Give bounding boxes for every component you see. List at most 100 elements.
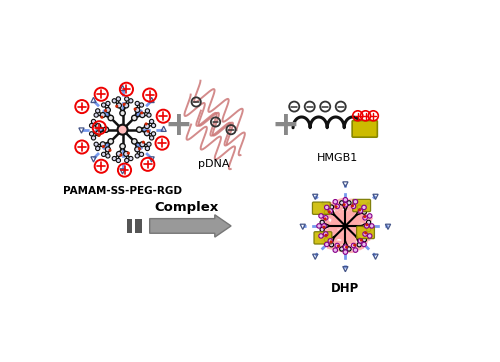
Circle shape	[366, 223, 368, 226]
Circle shape	[324, 216, 328, 220]
Circle shape	[134, 108, 140, 113]
Circle shape	[330, 240, 332, 243]
Circle shape	[330, 243, 334, 247]
Bar	[127, 219, 132, 233]
Circle shape	[140, 152, 143, 156]
Circle shape	[90, 123, 94, 128]
Circle shape	[343, 245, 347, 249]
Circle shape	[353, 244, 356, 247]
Circle shape	[92, 119, 96, 123]
Circle shape	[152, 132, 156, 136]
Circle shape	[102, 103, 106, 107]
Circle shape	[102, 152, 106, 156]
Circle shape	[330, 205, 334, 209]
Circle shape	[103, 127, 108, 132]
Circle shape	[340, 247, 344, 251]
Text: pDNA: pDNA	[198, 159, 230, 169]
Text: HMGB1: HMGB1	[317, 153, 358, 163]
Circle shape	[120, 153, 122, 157]
Circle shape	[353, 199, 358, 204]
Circle shape	[370, 224, 374, 228]
Circle shape	[347, 201, 351, 205]
Circle shape	[343, 250, 347, 254]
Circle shape	[124, 103, 128, 108]
FancyArrow shape	[150, 215, 231, 237]
Circle shape	[128, 99, 133, 103]
Circle shape	[116, 103, 121, 108]
Circle shape	[352, 243, 356, 248]
Circle shape	[96, 146, 100, 151]
Circle shape	[340, 201, 344, 205]
Circle shape	[345, 246, 348, 249]
Circle shape	[120, 144, 126, 149]
Circle shape	[152, 123, 156, 128]
Circle shape	[106, 147, 110, 152]
Circle shape	[134, 108, 136, 111]
Circle shape	[100, 115, 103, 119]
Circle shape	[362, 237, 366, 242]
Circle shape	[319, 234, 324, 238]
Text: +: +	[272, 109, 299, 142]
Circle shape	[324, 237, 328, 242]
Text: Complex: Complex	[154, 201, 218, 214]
Circle shape	[116, 97, 120, 101]
Circle shape	[135, 101, 140, 106]
Circle shape	[108, 139, 114, 144]
Circle shape	[106, 101, 110, 106]
Text: DHP: DHP	[331, 282, 360, 295]
Circle shape	[116, 151, 121, 156]
Circle shape	[136, 127, 142, 132]
Circle shape	[328, 210, 331, 213]
Circle shape	[94, 113, 98, 117]
Circle shape	[322, 226, 326, 228]
Circle shape	[124, 158, 129, 163]
Circle shape	[135, 154, 140, 158]
Circle shape	[368, 234, 372, 238]
Circle shape	[124, 151, 128, 156]
Circle shape	[358, 239, 362, 243]
Circle shape	[106, 108, 110, 113]
Circle shape	[150, 119, 154, 123]
Circle shape	[140, 103, 143, 107]
FancyBboxPatch shape	[352, 199, 370, 212]
Circle shape	[96, 109, 100, 113]
Circle shape	[96, 131, 100, 136]
Circle shape	[363, 215, 366, 218]
Circle shape	[335, 204, 340, 209]
Circle shape	[343, 198, 347, 202]
Circle shape	[108, 115, 114, 121]
Circle shape	[337, 245, 340, 248]
Circle shape	[96, 123, 100, 129]
Circle shape	[100, 113, 105, 118]
Circle shape	[127, 152, 130, 155]
Circle shape	[333, 248, 338, 252]
Circle shape	[96, 127, 98, 130]
Circle shape	[347, 247, 351, 251]
Circle shape	[351, 205, 354, 207]
Circle shape	[147, 113, 151, 117]
Circle shape	[362, 210, 366, 214]
Circle shape	[134, 147, 140, 152]
Circle shape	[144, 131, 150, 136]
Circle shape	[124, 97, 129, 101]
Circle shape	[150, 136, 154, 140]
Circle shape	[357, 205, 362, 209]
Circle shape	[368, 214, 372, 218]
Circle shape	[360, 239, 363, 241]
Circle shape	[104, 109, 107, 112]
Circle shape	[140, 111, 143, 114]
Circle shape	[328, 239, 332, 243]
Circle shape	[122, 103, 126, 106]
Circle shape	[102, 145, 105, 148]
Circle shape	[144, 122, 148, 126]
Circle shape	[128, 156, 133, 161]
Circle shape	[118, 125, 128, 135]
Circle shape	[343, 202, 347, 207]
FancyBboxPatch shape	[352, 121, 378, 137]
Circle shape	[106, 154, 110, 158]
Circle shape	[324, 242, 329, 247]
Circle shape	[317, 224, 322, 228]
Circle shape	[115, 105, 118, 108]
Circle shape	[363, 232, 368, 236]
Circle shape	[328, 209, 332, 213]
